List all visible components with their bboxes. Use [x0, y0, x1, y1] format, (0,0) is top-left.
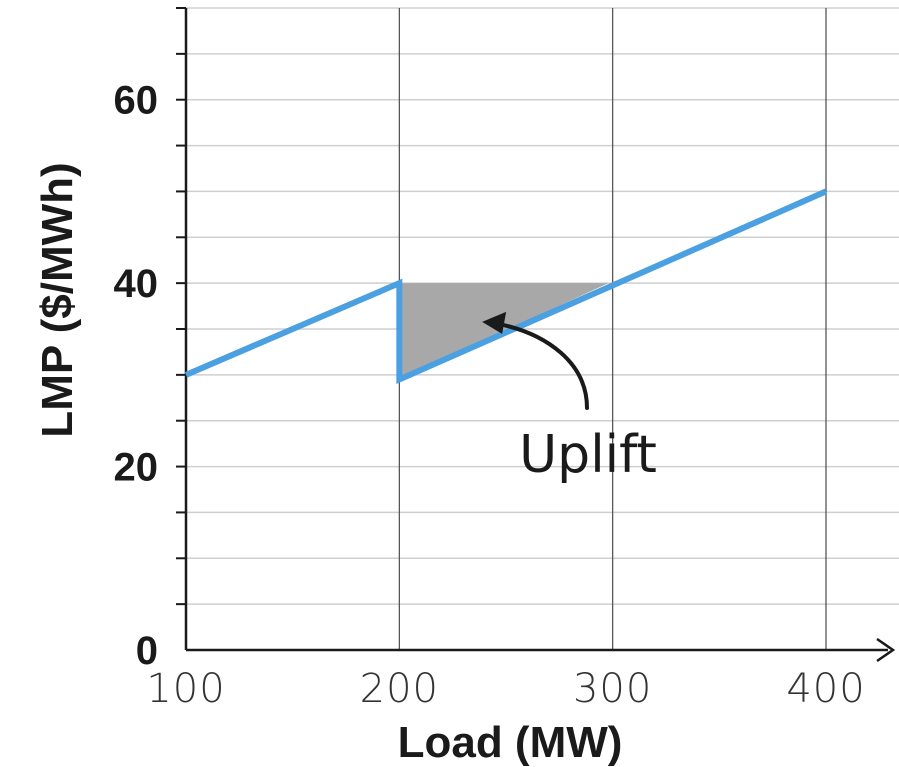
y-tick-label: 0 — [136, 629, 158, 673]
y-tick-label: 40 — [114, 262, 159, 306]
x-tick-label: 200 — [360, 666, 439, 712]
x-tick-labels: 100 200 300 400 — [146, 666, 865, 712]
axes — [176, 7, 896, 663]
series-line — [184, 188, 828, 385]
y-tick-label: 60 — [114, 79, 159, 123]
x-axis-title: Load (MW) — [398, 718, 623, 767]
y-tick-labels: 0 20 40 60 — [114, 79, 159, 673]
x-tick-label: 400 — [786, 666, 865, 712]
grid — [186, 7, 899, 650]
y-axis-title: LMP ($/MWh) — [33, 162, 82, 437]
x-tick-label: 300 — [573, 666, 652, 712]
annotation-arrow-head — [482, 311, 507, 334]
x-tick-label: 100 — [146, 666, 225, 712]
annotation-arrow — [496, 321, 589, 410]
y-tick-label: 20 — [114, 446, 159, 490]
annotation-uplift: Uplift — [519, 425, 657, 485]
series-group — [184, 188, 828, 385]
x-axis-arrow — [876, 637, 896, 663]
